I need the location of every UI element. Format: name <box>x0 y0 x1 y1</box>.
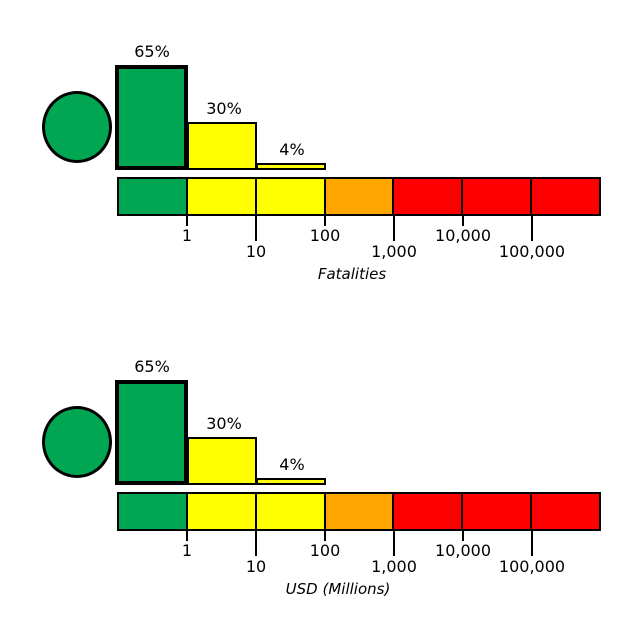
x-axis-title: Fatalities <box>317 265 387 283</box>
axis-tick-label: 1 <box>181 541 193 560</box>
bar-value-label: 65% <box>134 357 170 376</box>
risk-level-circle-icon <box>42 406 112 478</box>
axis-tick-label: 10 <box>245 242 267 261</box>
axis-tick-label: 10,000 <box>435 541 491 560</box>
histogram-bar-30pct <box>187 437 257 485</box>
scale-segment-red <box>532 179 600 214</box>
axis-tick-label: 1,000 <box>371 242 417 261</box>
axis-tick <box>531 531 533 556</box>
scale-segment-red <box>463 179 533 214</box>
axis-tick-label: 100,000 <box>498 557 566 576</box>
axis-tick <box>531 216 533 241</box>
axis-tick <box>255 216 257 241</box>
axis-tick-label: 10 <box>245 557 267 576</box>
bar-value-label: 4% <box>279 140 305 159</box>
axis-tick <box>186 216 188 226</box>
severity-color-scale <box>117 492 601 531</box>
axis-tick <box>324 531 326 541</box>
scale-segment-red <box>394 179 464 214</box>
bar-value-label: 30% <box>206 414 242 433</box>
scale-segment-red <box>394 494 464 529</box>
chart-usd-millions: 65% 30% 4% 1 10 100 1,000 10,000 100,000… <box>0 315 640 630</box>
scale-segment-orange <box>325 494 395 529</box>
scale-segment-yellow <box>187 179 257 214</box>
axis-tick-label: 10,000 <box>435 226 491 245</box>
axis-tick-label: 100,000 <box>498 242 566 261</box>
axis-tick <box>393 216 395 241</box>
axis-tick <box>462 216 464 226</box>
histogram-bar-30pct <box>187 122 257 170</box>
axis-tick <box>186 531 188 541</box>
scale-segment-yellow <box>256 494 326 529</box>
axis-tick <box>324 216 326 226</box>
axis-tick-label: 1 <box>181 226 193 245</box>
histogram-bar-65pct <box>115 65 188 170</box>
axis-tick-label: 1,000 <box>371 557 417 576</box>
axis-tick <box>462 531 464 541</box>
x-axis-title: USD (Millions) <box>285 580 391 598</box>
scale-segment-green <box>119 494 188 529</box>
risk-level-circle-icon <box>42 91 112 163</box>
scale-segment-yellow <box>187 494 257 529</box>
axis-tick <box>393 531 395 556</box>
scale-segment-orange <box>325 179 395 214</box>
histogram-bar-65pct <box>115 380 188 485</box>
axis-tick-label: 100 <box>309 226 341 245</box>
scale-segment-green <box>119 179 188 214</box>
chart-fatalities: 65% 30% 4% 1 10 100 1,000 10,000 100,000… <box>42 42 601 283</box>
severity-color-scale <box>117 177 601 216</box>
axis-tick-label: 100 <box>309 541 341 560</box>
axis-tick <box>255 531 257 556</box>
histogram-bar-4pct <box>256 478 326 485</box>
bar-value-label: 4% <box>279 455 305 474</box>
scale-segment-yellow <box>256 179 326 214</box>
bar-value-label: 65% <box>134 42 170 61</box>
scale-segment-red <box>532 494 600 529</box>
scale-segment-red <box>463 494 533 529</box>
bar-value-label: 30% <box>206 99 242 118</box>
histogram-bar-4pct <box>256 163 326 170</box>
